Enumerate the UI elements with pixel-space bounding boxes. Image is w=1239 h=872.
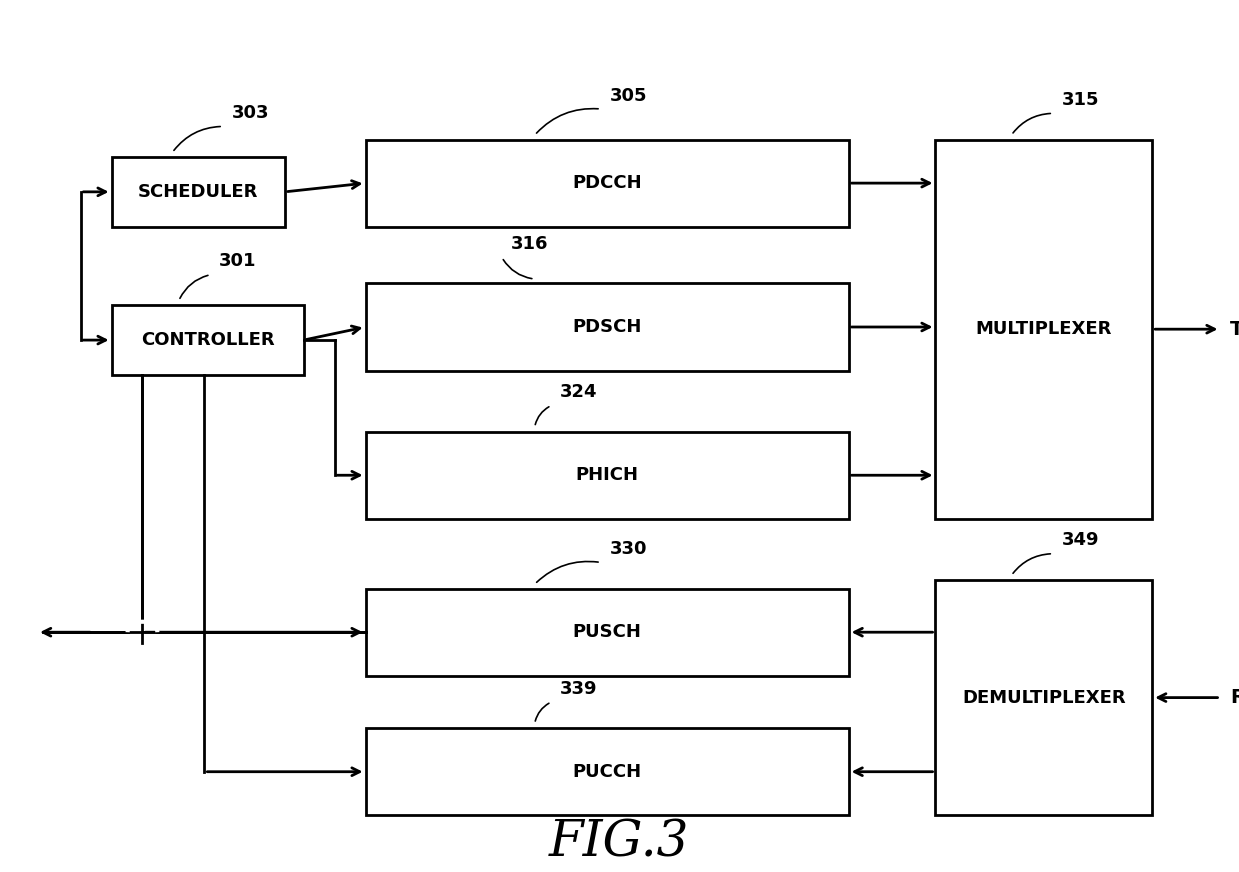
Bar	[112, 157, 285, 227]
Text: MULTIPLEXER: MULTIPLEXER	[975, 320, 1113, 338]
Text: FIG.3: FIG.3	[549, 818, 690, 868]
Bar	[935, 580, 1152, 815]
Text: 305: 305	[610, 86, 647, 105]
Bar	[112, 305, 304, 375]
Text: 316: 316	[510, 235, 548, 253]
Bar	[935, 140, 1152, 519]
Text: CONTROLLER: CONTROLLER	[141, 331, 274, 349]
Text: 330: 330	[610, 540, 647, 558]
Text: RX: RX	[1230, 688, 1239, 707]
Bar	[366, 283, 849, 371]
Text: 339: 339	[560, 679, 597, 698]
Text: 301: 301	[219, 252, 256, 270]
Text: 324: 324	[560, 383, 597, 401]
Text: 315: 315	[1062, 91, 1099, 109]
Text: PUSCH: PUSCH	[572, 623, 642, 641]
Text: SCHEDULER: SCHEDULER	[138, 183, 259, 201]
Bar	[366, 140, 849, 227]
Bar	[366, 589, 849, 676]
Text: 303: 303	[232, 104, 269, 122]
Bar	[366, 432, 849, 519]
Text: TX: TX	[1230, 320, 1239, 338]
Bar	[366, 728, 849, 815]
Text: PHICH: PHICH	[576, 467, 638, 484]
Text: PUCCH: PUCCH	[572, 763, 642, 780]
Text: PDSCH: PDSCH	[572, 318, 642, 336]
Text: DEMULTIPLEXER: DEMULTIPLEXER	[961, 689, 1126, 706]
Text: 349: 349	[1062, 531, 1099, 549]
Text: PDCCH: PDCCH	[572, 174, 642, 192]
